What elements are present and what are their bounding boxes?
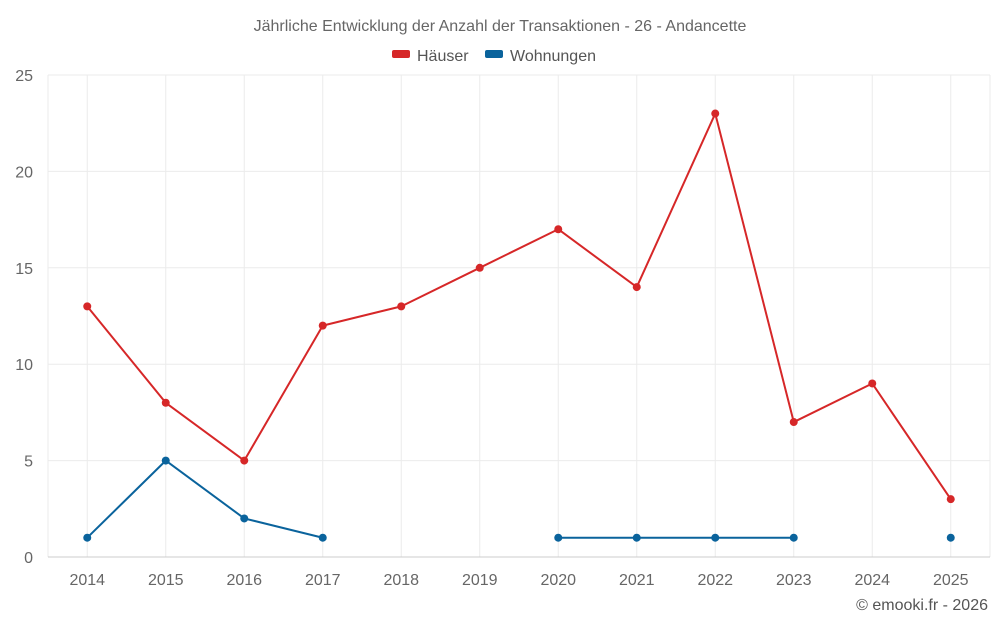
x-axis-ticks: 2014 2015 2016 2017 2018 2019 2020 2021 2022 2023…: [69, 572, 968, 589]
x-tick-label: 2018: [383, 572, 419, 589]
data-point-haeuser[interactable]: [946, 495, 955, 504]
data-point-wohnungen[interactable]: [632, 533, 641, 542]
data-point-haeuser[interactable]: [632, 283, 641, 292]
data-point-haeuser[interactable]: [318, 321, 327, 330]
data-point-haeuser[interactable]: [868, 379, 877, 388]
data-point-wohnungen[interactable]: [83, 533, 92, 542]
data-point-haeuser[interactable]: [83, 302, 92, 311]
data-point-wohnungen[interactable]: [554, 533, 563, 542]
chart-title: Jährliche Entwicklung der Anzahl der Tra…: [254, 18, 747, 35]
data-point-wohnungen[interactable]: [711, 533, 720, 542]
data-point-wohnungen[interactable]: [240, 514, 249, 523]
x-tick-label: 2019: [462, 572, 498, 589]
data-point-haeuser[interactable]: [161, 398, 170, 407]
legend: Häuser Wohnungen: [392, 48, 596, 65]
data-point-haeuser[interactable]: [711, 109, 720, 118]
data-point-haeuser[interactable]: [475, 263, 484, 272]
data-point-haeuser[interactable]: [240, 456, 249, 465]
x-tick-label: 2020: [540, 572, 576, 589]
y-tick-label: 20: [15, 164, 33, 181]
series-layer: [83, 109, 955, 542]
x-tick-label: 2017: [305, 572, 341, 589]
legend-label-wohnungen: Wohnungen: [510, 48, 596, 65]
x-tick-label: 2014: [69, 572, 105, 589]
series-wohnungen: [83, 456, 955, 542]
legend-swatch-wohnungen: [485, 50, 503, 58]
series-haeuser: [83, 109, 955, 504]
data-point-haeuser[interactable]: [397, 302, 406, 311]
series-line-haeuser: [86, 112, 952, 500]
grid: [47, 74, 991, 558]
legend-swatch-haeuser: [392, 50, 410, 58]
data-point-wohnungen[interactable]: [161, 456, 170, 465]
data-point-wohnungen[interactable]: [946, 533, 955, 542]
x-tick-label: 2022: [697, 572, 733, 589]
y-tick-label: 25: [15, 68, 33, 85]
x-tick-label: 2015: [148, 572, 184, 589]
legend-label-haeuser: Häuser: [417, 48, 469, 65]
x-tick-label: 2023: [776, 572, 812, 589]
y-tick-label: 15: [15, 261, 33, 278]
x-tick-label: 2021: [619, 572, 655, 589]
credit-text: © emooki.fr - 2026: [856, 597, 988, 614]
data-point-haeuser[interactable]: [789, 418, 798, 427]
x-tick-label: 2024: [854, 572, 890, 589]
y-tick-label: 0: [24, 550, 33, 567]
x-tick-label: 2016: [226, 572, 262, 589]
y-tick-label: 5: [24, 454, 33, 471]
y-tick-label: 10: [15, 357, 33, 374]
data-point-wohnungen[interactable]: [318, 533, 327, 542]
series-line-wohnungen: [86, 459, 323, 539]
x-tick-label: 2025: [933, 572, 969, 589]
data-point-haeuser[interactable]: [554, 225, 563, 234]
data-point-wohnungen[interactable]: [789, 533, 798, 542]
y-axis-ticks: 0 5 10 15 20 25: [15, 68, 33, 567]
